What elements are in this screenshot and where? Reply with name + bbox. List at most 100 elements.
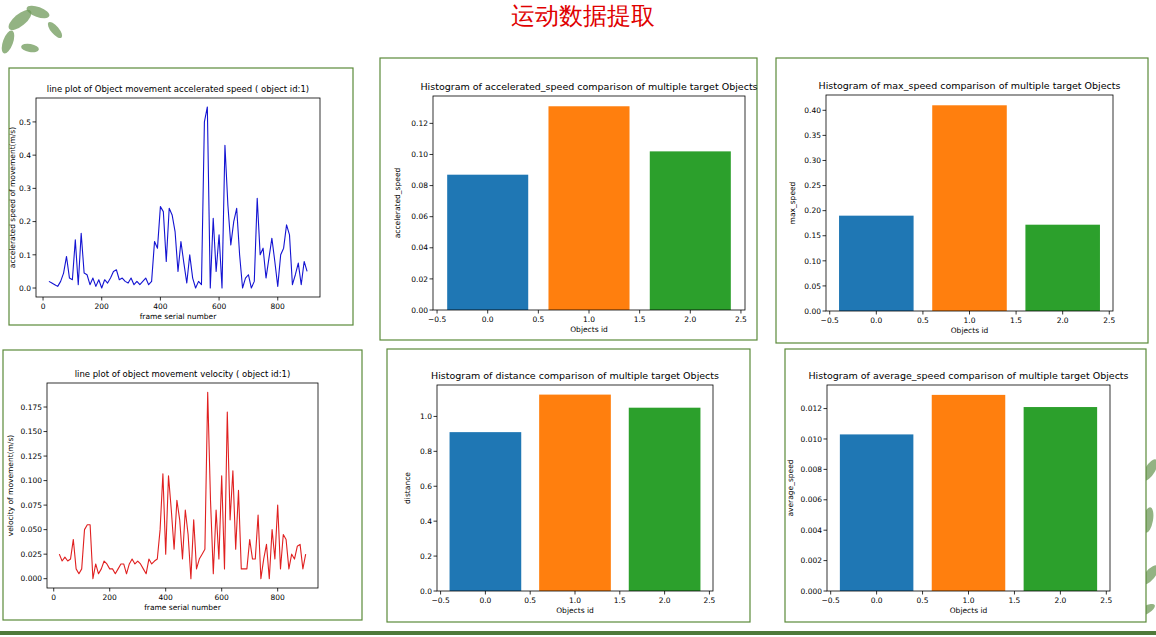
y-tick (33, 221, 37, 222)
x-tick (829, 311, 830, 315)
plot-area (59, 392, 305, 578)
y-tick-label: 0.050 (21, 525, 43, 534)
y-tick (824, 530, 828, 531)
data-line (59, 392, 305, 578)
y-tick (824, 438, 828, 439)
x-tick-label: 1.5 (1008, 596, 1020, 605)
y-tick-label: 0.3 (19, 184, 31, 193)
bar (450, 432, 522, 591)
x-tick-label: 2.5 (1103, 316, 1115, 325)
y-tick (824, 591, 828, 592)
y-tick-label: 0.008 (801, 465, 823, 474)
x-axis-label: frame serial number (140, 312, 218, 321)
data-line (49, 107, 307, 288)
x-tick-label: 0.5 (524, 596, 536, 605)
y-tick (44, 431, 48, 432)
y-tick-label: 0.2 (19, 217, 31, 226)
y-tick-label: 0.175 (21, 403, 43, 412)
x-tick-label: 2.5 (1100, 596, 1112, 605)
x-tick-label: 1.0 (583, 315, 595, 324)
y-axis-label: accelerated speed of movement(m/s) (8, 127, 17, 268)
y-tick (434, 591, 438, 592)
y-tick-label: 0.100 (21, 476, 43, 485)
x-tick (740, 310, 741, 314)
x-tick-label: 0 (41, 302, 46, 311)
y-tick (434, 556, 438, 557)
chart-title: Histogram of distance comparison of mult… (431, 370, 719, 381)
x-tick (1109, 311, 1110, 315)
plot-area (839, 105, 1100, 311)
y-tick-label: 0.6 (420, 482, 432, 491)
bar (629, 408, 701, 591)
x-tick (538, 310, 539, 314)
y-tick-label: 0.4 (420, 517, 432, 526)
x-axis-label: Objects id (570, 325, 608, 334)
x-tick (876, 311, 877, 315)
panel-frame (776, 58, 1148, 343)
y-tick (44, 505, 48, 506)
y-tick (824, 408, 828, 409)
leaf (25, 3, 51, 21)
x-tick (160, 297, 161, 301)
bar (1025, 225, 1100, 311)
y-tick-label: 0.08 (411, 181, 428, 190)
x-tick (830, 591, 831, 595)
plot-area (447, 106, 731, 310)
x-tick-label: 600 (215, 593, 230, 602)
x-tick (165, 588, 166, 592)
chart-title: line plot of Object movement accelerated… (47, 84, 309, 94)
x-tick (639, 310, 640, 314)
y-tick-label: 0.25 (804, 181, 821, 190)
y-tick (823, 185, 827, 186)
y-tick (33, 288, 37, 289)
chart: −0.50.00.51.01.52.02.50.000.050.100.150.… (776, 58, 1148, 343)
x-tick-label: 1.5 (614, 596, 626, 605)
x-tick (876, 591, 877, 595)
x-tick (575, 591, 576, 595)
y-tick-label: 0.012 (801, 404, 823, 413)
y-tick-label: 0.006 (801, 495, 823, 504)
x-tick (277, 588, 278, 592)
bar (650, 151, 731, 310)
y-tick (823, 285, 827, 286)
y-axis-label: distance (403, 472, 412, 504)
x-tick (43, 297, 44, 301)
y-tick (823, 235, 827, 236)
x-tick-label: 400 (159, 593, 174, 602)
x-tick (922, 591, 923, 595)
x-tick-label: 1.0 (964, 316, 976, 325)
y-tick (430, 216, 434, 217)
panel-frame (380, 58, 757, 340)
x-tick (221, 588, 222, 592)
axes-frame (437, 385, 713, 591)
x-tick (709, 591, 710, 595)
plot-area (840, 395, 1097, 591)
y-tick (823, 260, 827, 261)
y-tick-label: 0.0 (19, 284, 31, 293)
x-tick-label: 800 (271, 593, 286, 602)
slide: 运动数据提取02004006008000.00.10.20.30.40.5lin… (0, 0, 1156, 637)
y-tick-label: 0.04 (411, 243, 428, 252)
bar (840, 434, 914, 591)
x-tick-label: −0.5 (428, 315, 446, 324)
y-tick-label: 0.30 (804, 156, 821, 165)
y-tick (44, 456, 48, 457)
y-tick (33, 121, 37, 122)
x-tick (1062, 311, 1063, 315)
y-tick-label: 0.06 (411, 212, 428, 221)
y-tick-label: 0.000 (801, 587, 823, 596)
y-tick (434, 451, 438, 452)
y-tick-label: 0.5 (19, 118, 31, 127)
y-tick-label: 0.0 (420, 587, 432, 596)
x-tick-label: 1.0 (963, 596, 975, 605)
x-tick-label: −0.5 (431, 596, 449, 605)
y-tick (434, 486, 438, 487)
leaf (0, 29, 17, 55)
y-tick (430, 247, 434, 248)
y-tick-label: 0.000 (21, 574, 43, 583)
chart: −0.50.00.51.01.52.02.50.000.020.040.060.… (380, 58, 758, 340)
x-axis-label: Objects id (556, 606, 594, 615)
x-tick (664, 591, 665, 595)
x-tick (53, 588, 54, 592)
y-tick-label: 0.12 (411, 119, 428, 128)
